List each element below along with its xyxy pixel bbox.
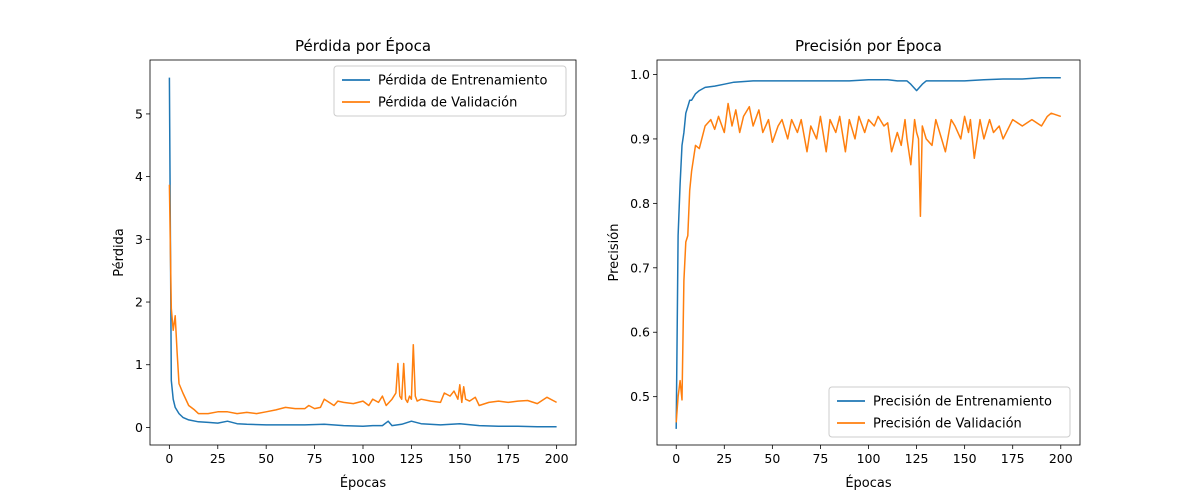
x-tick-label: 0 xyxy=(165,451,173,466)
legend-box xyxy=(333,65,567,117)
y-tick-label: 0.7 xyxy=(630,260,650,275)
x-tick-label: 25 xyxy=(210,451,226,466)
x-tick-label: 75 xyxy=(812,451,828,466)
x-tick-label: 175 xyxy=(1001,451,1025,466)
y-tick-label: 0.8 xyxy=(630,196,650,211)
y-tick-label: 1.0 xyxy=(630,67,650,82)
y-axis-label: Precisión xyxy=(607,223,622,281)
series-line-1-1 xyxy=(675,102,1062,423)
x-tick-label: 125 xyxy=(905,451,929,466)
chart-panel-0: 0 25 50 75 100 125 150 175 200 0 1 2 3 4 5 Pérdida por … xyxy=(112,36,577,491)
chart-title: Pérdida por Época xyxy=(295,36,431,55)
y-axis-label: Pérdida xyxy=(112,228,127,277)
y-tick-label: 4 xyxy=(135,169,143,184)
series-line-0-1 xyxy=(168,184,557,415)
x-tick-label: 25 xyxy=(716,451,732,466)
y-tick-label: 0.9 xyxy=(630,131,650,146)
x-axis-label: Épocas xyxy=(340,475,387,491)
x-tick-label: 75 xyxy=(307,451,323,466)
x-tick-label: 0 xyxy=(672,451,680,466)
x-axis-label: Épocas xyxy=(845,475,892,491)
x-tick-label: 175 xyxy=(496,451,520,466)
x-tick-label: 150 xyxy=(953,451,977,466)
x-tick-label: 150 xyxy=(448,451,472,466)
x-tick-label: 125 xyxy=(399,451,423,466)
x-tick-label: 100 xyxy=(351,451,375,466)
y-tick-label: 3 xyxy=(135,232,143,247)
plot-frame xyxy=(149,59,577,446)
legend-label: Pérdida de Validación xyxy=(378,96,517,111)
x-tick-label: 200 xyxy=(545,451,569,466)
legend: Pérdida de Entrenamiento Pérdida de Valid… xyxy=(333,65,567,117)
y-tick-label: 5 xyxy=(135,106,143,121)
x-tick-label: 100 xyxy=(857,451,881,466)
legend-label: Precisión de Validación xyxy=(873,417,1022,432)
y-tick-label: 0.5 xyxy=(630,389,650,404)
y-tick-label: 0.6 xyxy=(630,325,650,340)
legend-label: Precisión de Entrenamiento xyxy=(873,395,1052,410)
y-tick-label: 2 xyxy=(135,295,143,310)
y-tick-label: 0 xyxy=(135,420,143,435)
legend-label: Pérdida de Entrenamiento xyxy=(378,74,548,89)
x-tick-label: 50 xyxy=(258,451,274,466)
series-line-0-0 xyxy=(168,77,557,428)
x-tick-label: 200 xyxy=(1049,451,1073,466)
chart-panel-1: 0 25 50 75 100 125 150 175 200 0.5 0.6 0.7 0.8 0.9 1.0… xyxy=(607,36,1081,491)
legend-box xyxy=(828,386,1071,438)
x-tick-label: 50 xyxy=(764,451,780,466)
chart-title: Precisión por Época xyxy=(795,36,942,55)
y-tick-label: 1 xyxy=(135,357,143,372)
series-line-1-0 xyxy=(675,76,1061,429)
legend: Precisión de Entrenamiento Precisión de V… xyxy=(828,386,1071,438)
